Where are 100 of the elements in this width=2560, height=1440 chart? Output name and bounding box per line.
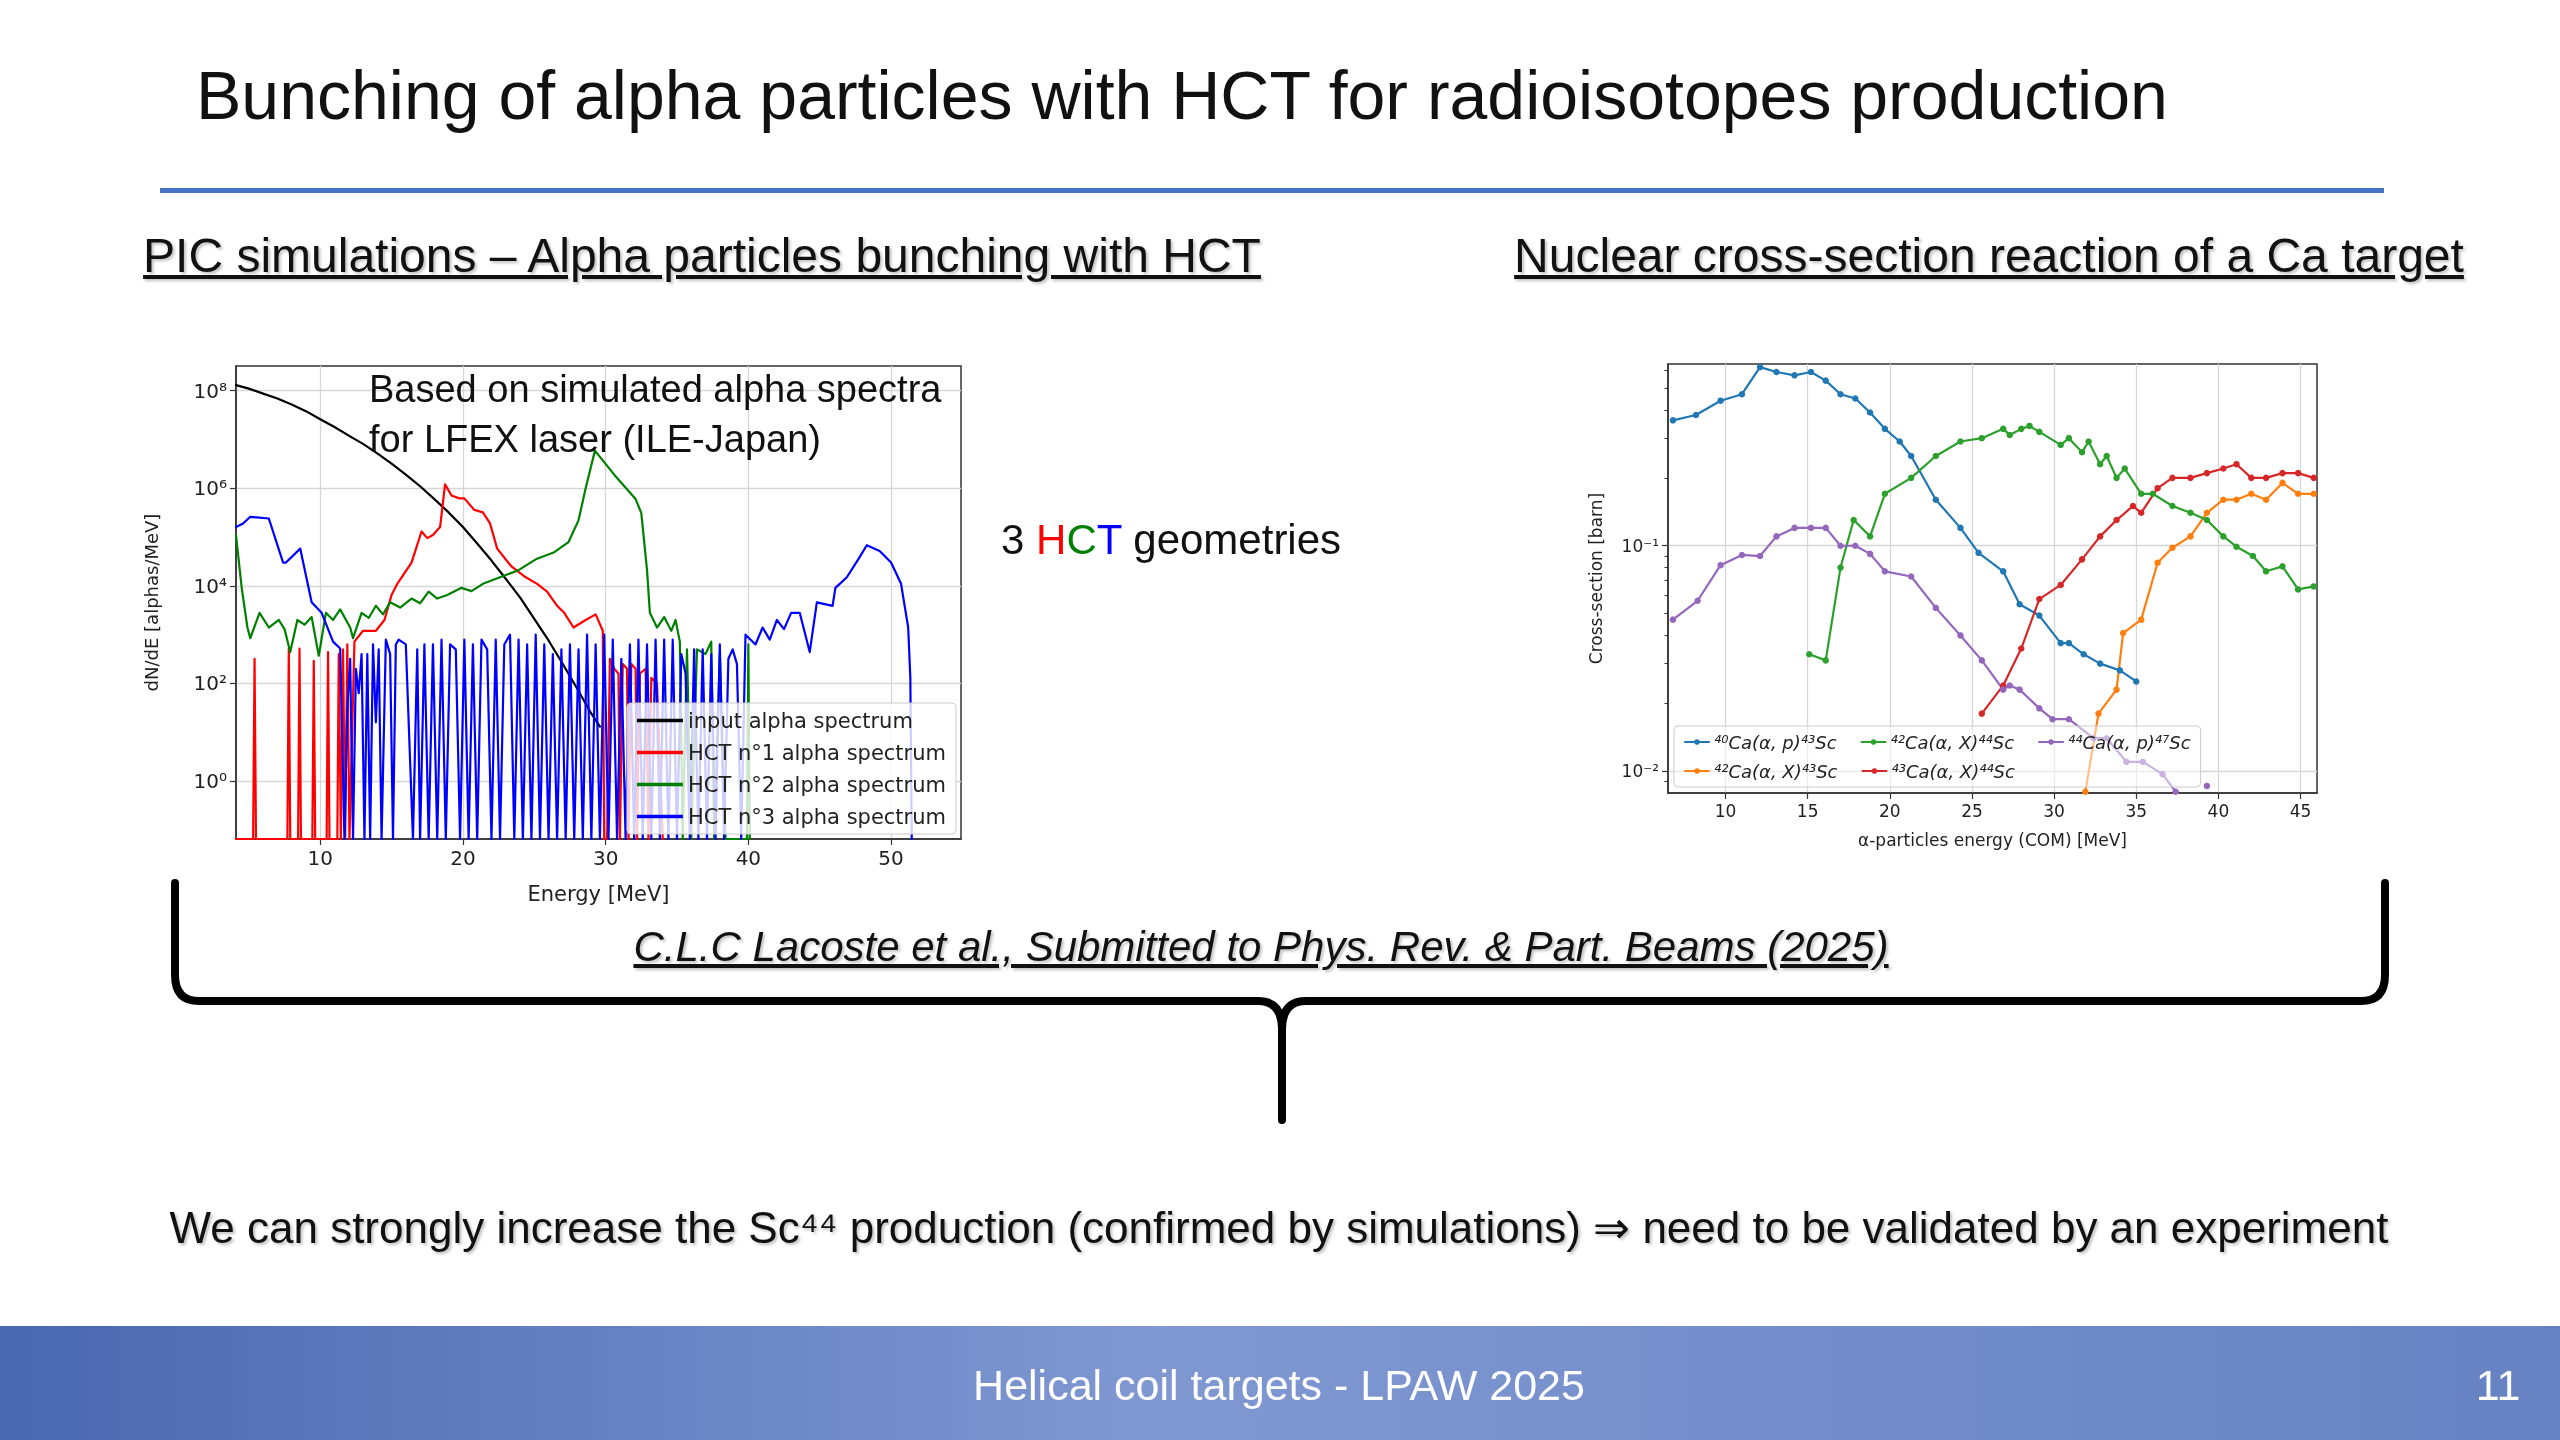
point — [2096, 660, 2104, 667]
point — [2169, 544, 2176, 551]
legend-label: HCT n°3 alpha spectrum — [687, 804, 946, 829]
point — [2018, 645, 2025, 652]
x-tick-label: 10 — [1714, 800, 1737, 821]
point — [1978, 657, 1986, 664]
point — [2096, 460, 2104, 468]
point — [2220, 533, 2227, 540]
point — [2036, 595, 2043, 603]
point — [2065, 434, 2073, 442]
text: We can strongly increase the Sc⁴⁴ production (confirmed by simulations) ⇒ need to be validated by an experiment — [168, 1203, 2390, 1253]
point — [1852, 542, 1859, 549]
point — [2262, 568, 2270, 575]
point — [2006, 431, 2013, 439]
point — [2248, 490, 2255, 498]
x-tick-label: 50 — [878, 846, 904, 870]
point — [2233, 496, 2240, 503]
point — [2078, 448, 2086, 456]
point — [2036, 705, 2043, 712]
point — [2203, 509, 2211, 517]
point — [2187, 509, 2194, 517]
point — [2233, 543, 2240, 550]
y-tick-label: 10² — [193, 671, 227, 696]
x-tick-label: 10 — [307, 846, 333, 870]
point — [2203, 782, 2211, 790]
point — [2085, 438, 2092, 445]
point — [1896, 438, 1903, 445]
point — [1850, 516, 1857, 524]
legend-label: ⁴⁰Ca(α, p)⁴³Sc — [1714, 731, 1837, 753]
point — [2133, 678, 2140, 685]
y-tick-label: 10⁶ — [193, 476, 227, 501]
legend-label: ⁴²Ca(α, X)⁴³Sc — [1714, 760, 1838, 782]
point — [2137, 616, 2145, 623]
chart-title: PIC simulations – Alpha particles bunching with HCT — [142, 229, 1262, 283]
point — [2154, 484, 2161, 492]
x-tick-label: 45 — [2289, 800, 2312, 821]
point — [1866, 533, 1874, 540]
point — [2220, 465, 2227, 472]
point — [1822, 657, 1829, 664]
point — [2159, 770, 2166, 778]
point — [1881, 490, 1889, 498]
point — [2082, 788, 2089, 796]
point — [2036, 428, 2043, 436]
point — [1738, 390, 1746, 398]
point — [2057, 441, 2064, 449]
x-tick-label: 40 — [2207, 800, 2230, 821]
x-tick-label: 40 — [735, 846, 762, 870]
text: Helical coil targets - LPAW 2025 — [972, 1360, 1586, 1410]
point — [1806, 651, 1813, 658]
point — [1907, 573, 1915, 580]
legend-label: ⁴⁴Ca(α, p)⁴⁷Sc — [2068, 731, 2191, 753]
point — [2006, 682, 2013, 689]
point — [2203, 516, 2211, 524]
point — [1907, 474, 1915, 482]
legend-label: HCT n°1 alpha spectrum — [687, 740, 946, 765]
point — [2065, 639, 2073, 647]
point — [2049, 715, 2056, 723]
point — [1717, 561, 1724, 569]
y-tick-label: 10⁸ — [193, 378, 227, 403]
x-tick-label: 30 — [592, 846, 619, 870]
point — [2279, 469, 2286, 477]
point — [1957, 632, 1964, 639]
point — [2113, 474, 2120, 482]
point — [2113, 516, 2120, 524]
annotation: Based on simulated alpha spectra for LFEX laser (ILE-Japan) — [369, 368, 953, 460]
point — [1881, 568, 1889, 575]
point — [2310, 583, 2317, 590]
legend-label: ⁴³Ca(α, X)⁴⁴Sc — [1891, 760, 2016, 782]
point — [1822, 377, 1829, 384]
legend-label: ⁴²Ca(α, X)⁴⁴Sc — [1890, 731, 2015, 753]
x-tick-label: 20 — [1878, 800, 1901, 821]
point — [1773, 368, 1780, 376]
x-axis-title: α-particles energy (COM) [MeV] — [1858, 829, 2127, 850]
point — [2203, 469, 2211, 477]
point — [2249, 552, 2257, 560]
point — [1999, 425, 2007, 433]
y-axis-title: Cross-section [barn] — [1585, 492, 1606, 665]
point — [1932, 452, 1940, 460]
point — [2078, 556, 2086, 563]
point — [1837, 542, 1844, 549]
point — [2169, 474, 2176, 482]
y-tick-label: 10⁻¹ — [1621, 535, 1659, 556]
point — [1957, 524, 1964, 532]
point — [2310, 474, 2317, 482]
legend-label: HCT n°2 alpha spectrum — [687, 772, 946, 797]
point — [1975, 549, 1982, 557]
point — [2172, 788, 2179, 796]
x-tick-label: 20 — [450, 846, 476, 870]
point — [2137, 490, 2145, 498]
y-tick-label: 10⁰ — [193, 769, 227, 794]
y-tick-label: 10⁴ — [193, 573, 227, 598]
point — [2095, 710, 2102, 717]
point — [2139, 758, 2147, 766]
point — [1756, 363, 1764, 371]
point — [2248, 474, 2255, 482]
point — [1999, 568, 2007, 575]
point — [2113, 686, 2120, 693]
text: 11 — [2474, 1360, 2522, 1410]
point — [2119, 629, 2127, 637]
point — [2065, 715, 2073, 723]
